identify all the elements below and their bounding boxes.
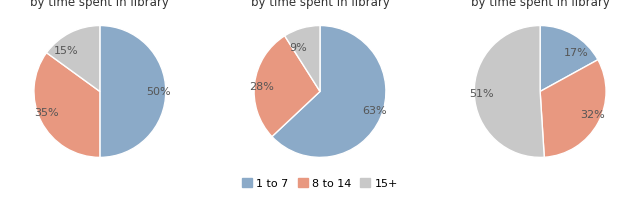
Text: 32%: 32% xyxy=(580,109,605,119)
Title: Proportion of all students
by time spent in library: Proportion of all students by time spent… xyxy=(26,0,174,9)
Text: 50%: 50% xyxy=(146,87,171,97)
Legend: 1 to 7, 8 to 14, 15+: 1 to 7, 8 to 14, 15+ xyxy=(237,173,403,192)
Title: Proportion of postgraduates
by time spent in library: Proportion of postgraduates by time spen… xyxy=(458,0,623,9)
Text: 51%: 51% xyxy=(469,88,494,98)
Wedge shape xyxy=(254,37,320,137)
Text: 35%: 35% xyxy=(34,108,59,118)
Wedge shape xyxy=(285,26,320,92)
Text: 17%: 17% xyxy=(564,47,588,57)
Text: 63%: 63% xyxy=(362,105,387,115)
Text: 28%: 28% xyxy=(250,81,274,91)
Wedge shape xyxy=(100,26,166,158)
Title: Proportion of undergraduates
by time spent in library: Proportion of undergraduates by time spe… xyxy=(233,0,407,9)
Text: 15%: 15% xyxy=(54,46,79,56)
Wedge shape xyxy=(474,26,544,158)
Wedge shape xyxy=(540,60,606,157)
Wedge shape xyxy=(47,26,100,92)
Wedge shape xyxy=(272,26,386,158)
Wedge shape xyxy=(34,53,100,158)
Wedge shape xyxy=(540,26,598,92)
Text: 9%: 9% xyxy=(289,43,307,53)
